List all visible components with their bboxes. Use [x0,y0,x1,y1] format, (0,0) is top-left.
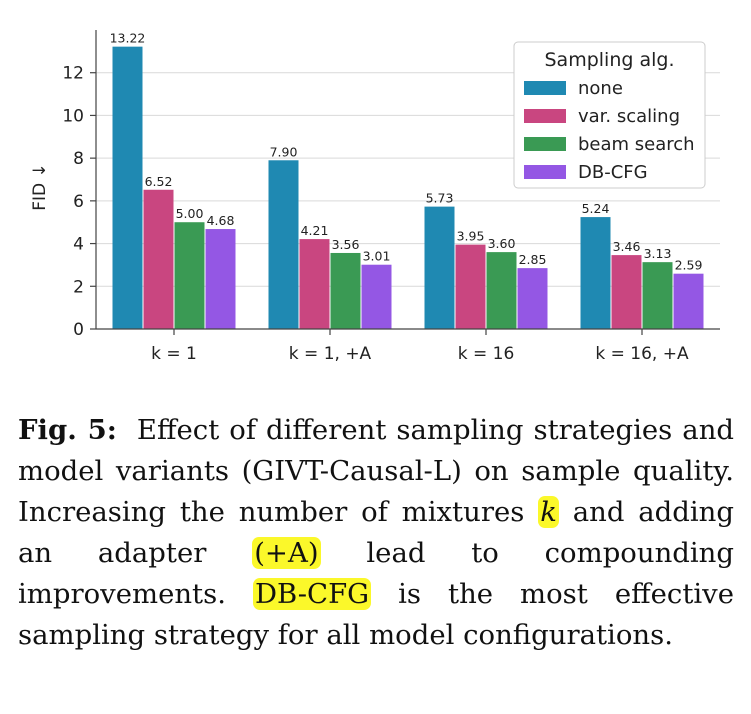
bar [299,239,330,329]
legend: Sampling alg. none var. scaling beam search… [513,41,706,189]
data-label: 5.73 [426,191,454,206]
bar [330,252,361,329]
bar [268,160,299,329]
data-label: 3.13 [644,246,672,261]
legend-box [513,41,706,189]
data-label: 4.68 [207,213,235,228]
caption-fig-label: Fig. 5: [18,414,117,446]
figure-caption: Fig. 5: Effect of different sampling str… [18,410,734,656]
data-label: 4.21 [301,223,329,238]
x-tick-label: k = 16 [458,344,515,364]
bars: 13.22 6.52 5.00 4.68 7.90 4.213.563.01 5.73 3.9… [110,31,704,330]
legend-swatch [524,137,566,151]
caption-text-1: Effect of different sampling strategies … [18,414,735,528]
axes: 0 2 4 6 8 10 12 k = 1 k = 1, +A k = 16 k = 16, +A [62,30,720,364]
bar [424,206,455,329]
y-tick-label: 0 [73,320,84,340]
data-label: 3.56 [332,237,360,252]
caption-k-highlight: k [538,496,559,528]
data-label: 3.95 [457,229,485,244]
bar [611,255,642,329]
data-label: 2.59 [675,258,703,273]
legend-title: Sampling alg. [545,49,675,71]
y-tick-label: 8 [73,149,84,169]
caption-text-4: is the most effective sampling strategy … [18,578,734,651]
legend-swatch [524,109,566,123]
data-label: 5.00 [176,206,204,221]
data-label: 5.24 [582,201,610,216]
caption-text-3: lead to compounding improvements. [18,537,734,610]
bar [580,217,611,329]
x-tick-label: k = 1 [151,344,197,364]
y-tick-label: 12 [62,64,84,84]
bar [486,252,517,329]
bar [517,268,548,329]
y-tick-label: 10 [62,106,84,126]
y-tick-label: 4 [73,235,84,255]
legend-label: beam search [578,134,695,155]
bar-chart: 13.22 6.52 5.00 4.68 7.90 4.213.563.01 5.73 3.9… [30,30,720,364]
y-tick-label: 6 [73,192,84,212]
bar [143,189,174,329]
data-label: 3.60 [488,236,516,251]
data-label: 6.52 [145,174,173,189]
legend-label: none [578,78,623,99]
legend-swatch [524,81,566,95]
bar [673,273,704,329]
data-label: 3.46 [613,239,641,254]
x-tick-label: k = 1, +A [289,344,372,364]
bar [112,46,143,330]
data-label: 7.90 [270,144,298,159]
caption-text-2: and adding an adapter [18,496,734,569]
y-axis-label: FID ↓ [30,163,50,211]
bar [205,229,236,329]
bar [174,222,205,329]
legend-swatch [524,165,566,179]
data-label: 2.85 [519,252,547,267]
bar [455,244,486,329]
legend-label: var. scaling [578,106,680,127]
bar [361,264,392,329]
x-tick-label: k = 16, +A [595,344,689,364]
y-tick-label: 2 [73,277,84,297]
caption-adapter-highlight: (+A) [252,537,321,569]
data-label: 3.01 [363,249,391,264]
legend-label: DB-CFG [578,162,648,183]
bar [642,262,673,329]
caption-dbcfg-highlight: DB-CFG [252,578,372,610]
data-label: 13.22 [110,31,146,46]
